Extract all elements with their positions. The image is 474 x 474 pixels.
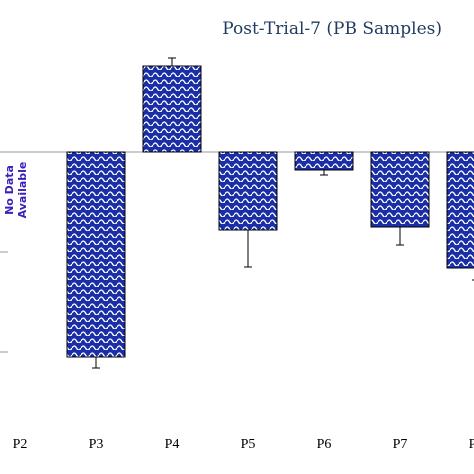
x-tick-label-p4: P4	[165, 437, 180, 452]
chart-title: Post-Trial-7 (PB Samples)	[222, 19, 442, 39]
x-tick-label-p3: P3	[89, 437, 104, 452]
bar-p4	[142, 65, 202, 153]
no-data-line-1: No Data	[3, 165, 16, 215]
x-tick-label-p7: P7	[393, 437, 408, 452]
x-tick-label-p6: P6	[317, 437, 332, 452]
bar-p6	[294, 151, 354, 171]
x-tick-label-p5: P5	[241, 437, 256, 452]
bar-p3	[66, 151, 126, 358]
no-data-line-2: Available	[16, 162, 29, 219]
bar-p5	[218, 151, 278, 231]
x-tick-label-p2: P2	[13, 437, 28, 452]
x-tick-label-p8: P8	[469, 437, 474, 452]
no-data-annotation: No DataAvailable	[3, 162, 29, 219]
bar-p8	[446, 151, 474, 269]
bar-p7	[370, 151, 430, 228]
plot-area: P2 P3 P4 P5 P6 P7 P8 No DataAvailable	[0, 57, 474, 452]
